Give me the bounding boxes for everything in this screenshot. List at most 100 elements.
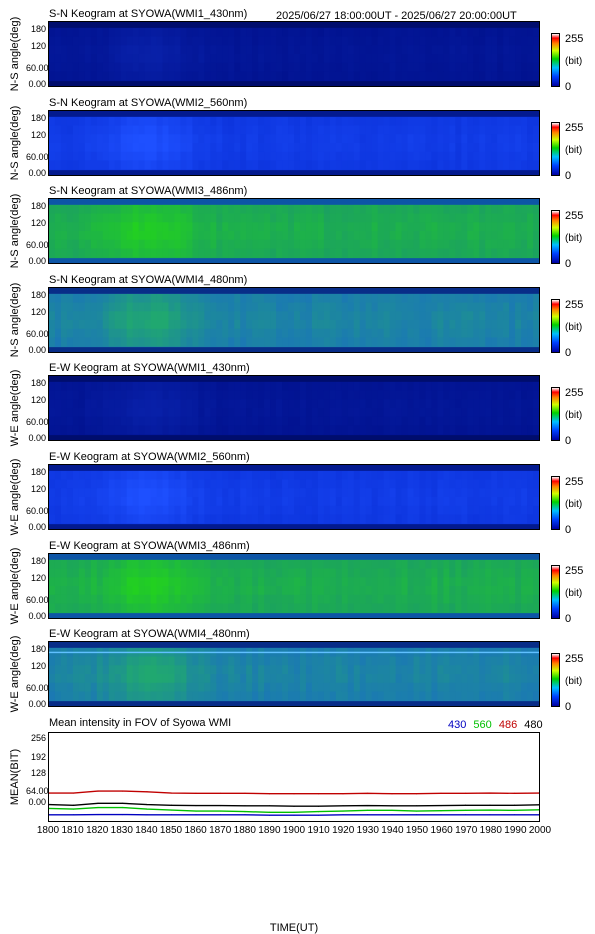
keogram-texture [49,288,539,352]
panel-y-tick: 60.00 [26,63,49,73]
colorbar-unit-label: (bit) [565,233,583,244]
colorbar [551,387,560,441]
panel-y-tick: 120 [30,130,46,140]
keogram-texture [49,554,539,618]
x-tick-label: 1860 [184,825,207,836]
panel-title: E-W Keogram at SYOWA(WMI4_480nm) [49,628,250,640]
colorbar-max-label: 255 [565,299,584,311]
series-point-480 [49,803,50,806]
colorbar-min-label: 0 [565,81,572,93]
panel-y-tick: 180 [30,378,46,388]
series-point-430 [391,814,393,816]
series-point-430 [366,814,369,816]
series-point-480 [72,804,75,806]
series-point-430 [97,813,99,816]
series-point-560 [170,809,173,811]
panel-y-tick: 0.00 [28,611,46,621]
keogram-panel-6: E-W Keogram at SYOWA(WMI2_560nm) W-E angl… [0,451,595,536]
colorbar-max-label: 255 [565,33,584,45]
series-point-486 [342,793,344,795]
mean-title: Mean intensity in FOV of Syowa WMI [49,717,232,729]
colorbar-min-label: 0 [565,258,572,270]
series-point-486 [489,792,491,794]
panel-y-tick: 180 [30,556,46,566]
colorbar [551,122,560,176]
series-point-480 [219,804,222,807]
series-point-486 [391,793,393,795]
colorbar-unit-label: (bit) [565,676,583,687]
x-tick-label: 1910 [307,825,330,836]
series-point-430 [170,814,173,816]
x-tick-label: 1800 [36,825,60,836]
series-point-560 [244,811,246,813]
legend-item-480: 480 [524,719,543,731]
series-point-430 [195,814,197,816]
series-point-486 [146,791,148,793]
mean-y-tick: 64.00 [26,786,49,796]
colorbar [551,299,560,353]
colorbar-min-label: 0 [565,613,572,625]
series-point-560 [464,809,467,811]
keogram-image [48,375,540,441]
series-point-480 [464,804,467,806]
keogram-image [48,21,540,87]
keogram-image [48,641,540,707]
series-point-480 [244,805,246,807]
series-point-480 [146,803,148,806]
colorbar-unit-label: (bit) [565,56,583,67]
series-point-480 [513,804,516,806]
keogram-panel-2: S-N Keogram at SYOWA(WMI2_560nm) N-S angl… [0,97,595,182]
series-point-560 [97,806,99,809]
keogram-texture [49,465,539,529]
header-time-range: 2025/06/27 18:00:00UT - 2025/06/27 20:00… [276,10,517,22]
keogram-image [48,287,540,353]
series-point-480 [293,805,295,807]
panel-y-tick: 60.00 [26,152,49,162]
series-point-480 [170,804,173,806]
series-point-430 [268,814,271,816]
panel-y-tick: 0.00 [28,433,46,443]
series-point-430 [244,814,246,816]
keogram-panel-3: S-N Keogram at SYOWA(WMI3_486nm) N-S angl… [0,185,595,270]
x-tick-label: 1900 [282,825,306,836]
series-point-486 [366,792,369,794]
series-point-486 [268,793,271,795]
series-point-486 [170,792,173,794]
series-point-430 [513,814,516,816]
keogram-texture [49,111,539,175]
series-point-560 [366,809,369,811]
keogram-panel-4: S-N Keogram at SYOWA(WMI4_480nm) N-S angl… [0,274,595,359]
series-point-486 [317,793,320,795]
series-point-560 [146,808,148,810]
series-point-560 [538,809,539,811]
keogram-image [48,110,540,176]
series-point-430 [440,814,442,816]
x-tick-label: 1870 [209,825,232,836]
series-point-486 [49,792,50,794]
colorbar-max-label: 255 [565,387,584,399]
colorbar-max-label: 255 [565,565,584,577]
series-point-486 [293,793,295,795]
colorbar-unit-label: (bit) [565,588,583,599]
series-point-480 [121,802,124,804]
colorbar-min-label: 0 [565,170,572,182]
panel-y-tick: 180 [30,113,46,123]
panel-y-tick: 60.00 [26,329,49,339]
series-point-480 [440,804,442,807]
series-point-486 [244,792,246,794]
x-tick-label: 2000 [528,825,552,836]
panel-y-tick: 60.00 [26,595,49,605]
panel-y-tick: 180 [30,24,46,34]
panel-title: S-N Keogram at SYOWA(WMI3_486nm) [49,185,248,197]
x-tick-label: 1880 [233,825,256,836]
series-point-430 [342,814,344,816]
keogram-texture [49,642,539,706]
series-point-486 [97,790,99,792]
mean-y-tick: 128 [30,768,46,778]
series-point-480 [415,805,418,807]
series-point-430 [72,814,75,816]
mean-y-tick: 256 [30,733,46,743]
colorbar-unit-label: (bit) [565,499,583,510]
series-point-560 [342,810,344,812]
panel-y-tick: 120 [30,307,46,317]
